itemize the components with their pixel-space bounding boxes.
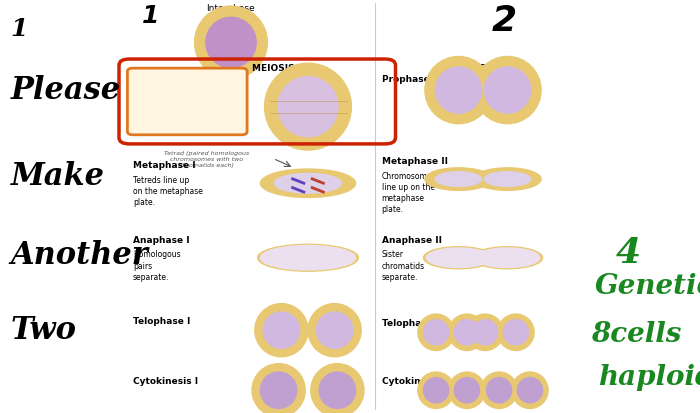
Ellipse shape: [475, 248, 540, 268]
Ellipse shape: [319, 372, 356, 408]
Ellipse shape: [503, 320, 528, 345]
FancyBboxPatch shape: [127, 69, 247, 135]
Ellipse shape: [449, 372, 485, 408]
Ellipse shape: [467, 314, 503, 351]
Text: Telophase II: Telophase II: [382, 318, 442, 327]
Ellipse shape: [486, 378, 512, 403]
Text: 8cells: 8cells: [592, 320, 682, 347]
Ellipse shape: [473, 320, 498, 345]
Ellipse shape: [517, 378, 542, 403]
Text: Anaphase II: Anaphase II: [382, 235, 442, 244]
Ellipse shape: [449, 314, 485, 351]
Ellipse shape: [425, 169, 492, 191]
Text: 4: 4: [616, 235, 641, 269]
Text: Please: Please: [10, 74, 120, 105]
Ellipse shape: [484, 172, 531, 187]
Ellipse shape: [252, 364, 305, 413]
Ellipse shape: [424, 320, 449, 345]
Ellipse shape: [418, 314, 454, 351]
Ellipse shape: [424, 247, 494, 269]
Ellipse shape: [265, 64, 351, 151]
Text: Prophase I: Prophase I: [133, 91, 188, 100]
Ellipse shape: [435, 172, 482, 187]
Ellipse shape: [258, 244, 358, 272]
Ellipse shape: [498, 314, 534, 351]
Text: haploid: haploid: [598, 363, 700, 390]
Text: Metaphase I: Metaphase I: [133, 161, 195, 170]
Text: Two: Two: [10, 314, 76, 345]
Text: 1: 1: [10, 17, 28, 40]
Text: Tetrad (paired homologous
chromosomes with two
chromatids each): Tetrad (paired homologous chromosomes wi…: [164, 151, 249, 167]
Ellipse shape: [308, 304, 361, 357]
Ellipse shape: [512, 372, 548, 408]
Ellipse shape: [311, 364, 364, 413]
Ellipse shape: [206, 18, 256, 69]
Ellipse shape: [263, 312, 300, 349]
Ellipse shape: [260, 246, 356, 271]
Text: Make: Make: [10, 161, 104, 192]
Text: Telophase I: Telophase I: [133, 316, 190, 325]
Text: Homologous
pairs
separate.: Homologous pairs separate.: [133, 250, 181, 281]
Ellipse shape: [481, 372, 517, 408]
Text: Cytokinesis I: Cytokinesis I: [133, 376, 198, 385]
Ellipse shape: [260, 372, 297, 408]
Text: Another: Another: [10, 240, 148, 271]
Text: Chromosomes
line up on the
metaphase
plate.: Chromosomes line up on the metaphase pla…: [382, 171, 436, 214]
Text: Tetreds line up
on the metaphase
plate.: Tetreds line up on the metaphase plate.: [133, 176, 203, 206]
Ellipse shape: [260, 170, 356, 198]
Text: Sister
chromatids
separate.: Sister chromatids separate.: [382, 250, 425, 281]
Text: Anaphase I: Anaphase I: [133, 235, 190, 244]
Ellipse shape: [454, 378, 480, 403]
Ellipse shape: [278, 77, 338, 138]
Text: Genetically: Genetically: [595, 273, 700, 299]
Text: 2: 2: [491, 4, 517, 38]
Ellipse shape: [425, 57, 492, 124]
Ellipse shape: [454, 320, 480, 345]
Ellipse shape: [435, 68, 482, 114]
Text: Synapsis and
crossing over
occur.: Synapsis and crossing over occur.: [133, 105, 184, 136]
Ellipse shape: [473, 247, 542, 269]
Ellipse shape: [274, 174, 342, 194]
Ellipse shape: [474, 57, 541, 124]
Text: Metaphase II: Metaphase II: [382, 157, 447, 166]
Text: MEIOSIS II: MEIOSIS II: [442, 64, 496, 73]
Ellipse shape: [418, 372, 454, 408]
Text: Prophase II: Prophase II: [382, 74, 439, 83]
Ellipse shape: [424, 378, 449, 403]
Ellipse shape: [255, 304, 308, 357]
Ellipse shape: [484, 68, 531, 114]
Text: Cytokinesis II: Cytokinesis II: [382, 376, 450, 385]
Text: MEIOSIS I: MEIOSIS I: [252, 64, 301, 73]
Ellipse shape: [426, 248, 491, 268]
Ellipse shape: [195, 7, 267, 80]
Text: Interphase: Interphase: [206, 4, 255, 13]
Ellipse shape: [474, 169, 541, 191]
Ellipse shape: [316, 312, 353, 349]
Text: 1: 1: [142, 4, 159, 28]
